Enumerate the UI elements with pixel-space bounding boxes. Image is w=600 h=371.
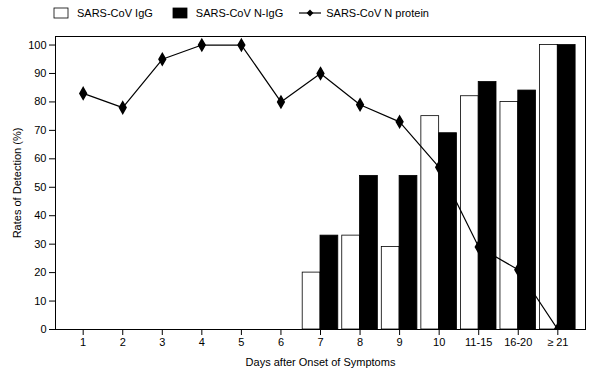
svg-text:90: 90 — [34, 67, 46, 79]
svg-text:100: 100 — [28, 39, 46, 51]
svg-text:Rates of Detection (%): Rates of Detection (%) — [11, 128, 23, 239]
svg-text:60: 60 — [34, 152, 46, 164]
svg-text:0: 0 — [40, 323, 46, 335]
svg-text:9: 9 — [397, 336, 403, 348]
svg-text:40: 40 — [34, 209, 46, 221]
svg-text:50: 50 — [34, 181, 46, 193]
svg-text:3: 3 — [159, 336, 165, 348]
svg-text:7: 7 — [317, 336, 323, 348]
svg-text:30: 30 — [34, 238, 46, 250]
svg-text:10: 10 — [433, 336, 445, 348]
html-text:SARS-CoV IgG: SARS-CoV IgG — [77, 7, 153, 19]
svg-text:6: 6 — [278, 336, 284, 348]
svg-text:1: 1 — [80, 336, 86, 348]
svg-text:Days after Onset of Symptoms: Days after Onset of Symptoms — [246, 356, 396, 368]
svg-text:20: 20 — [34, 266, 46, 278]
svg-text:11-15: 11-15 — [465, 336, 492, 348]
svg-text:80: 80 — [34, 95, 46, 107]
svg-text:16-20: 16-20 — [504, 336, 532, 348]
svg-text:≥ 21: ≥ 21 — [547, 336, 568, 348]
svg-text:10: 10 — [34, 295, 46, 307]
html-text:SARS-CoV N protein: SARS-CoV N protein — [326, 7, 429, 19]
svg-text:2: 2 — [120, 336, 126, 348]
svg-text:5: 5 — [238, 336, 244, 348]
html-text:SARS-CoV N-IgG: SARS-CoV N-IgG — [195, 7, 284, 19]
svg-text:70: 70 — [34, 124, 46, 136]
svg-text:4: 4 — [199, 336, 205, 348]
svg-text:8: 8 — [357, 336, 363, 348]
